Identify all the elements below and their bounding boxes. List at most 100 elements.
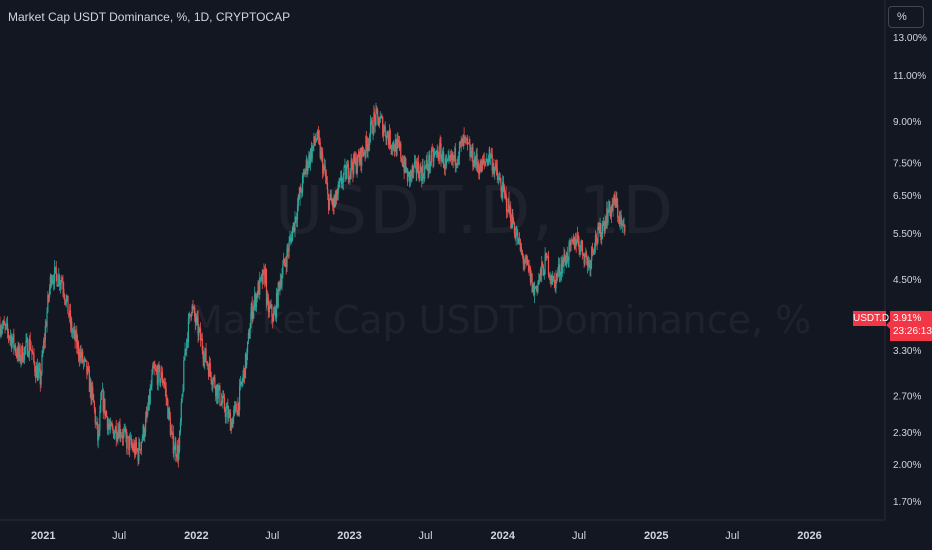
candle-body [309,154,311,165]
candle-body [60,280,62,284]
candle-body [168,408,170,419]
candle-body [444,158,446,169]
candle-body [68,313,70,317]
candle-body [13,333,15,348]
candle-body [51,280,53,284]
candle-body [588,260,590,265]
candle-body [215,384,218,397]
time-tick-label: 2026 [797,530,821,542]
candle-body [289,237,291,242]
candle-body [149,388,151,404]
candle-body [476,154,478,165]
candle-body [494,168,496,174]
candle-body [531,274,533,293]
candle-body [428,155,430,171]
candle-body [71,321,73,334]
candle-body [88,370,90,392]
candle-body [571,240,573,241]
candle-body [561,260,563,274]
candle-body [52,280,54,282]
candle-body [567,260,569,262]
candle-body [505,196,508,212]
candle-body [265,269,268,304]
candle-body [404,158,406,172]
candle-body [172,433,174,454]
candle-body [358,157,360,163]
candle-body [420,165,422,171]
candle-body [446,159,448,162]
candle-body [47,295,49,312]
candle-body [334,200,336,207]
candle-body [293,222,295,231]
candle-body [524,262,526,264]
candle-body [539,274,541,281]
candle-body [71,332,74,334]
candle-body [523,263,525,265]
candle-body [263,270,265,271]
candle-body [57,285,59,287]
candle-body [154,368,156,370]
candle-body [290,237,292,239]
candle-body [405,158,407,172]
candle-body [129,438,132,440]
candle-body [54,266,56,268]
candle-body [6,323,9,332]
candle-body [305,167,307,175]
candle-body [314,141,317,143]
candle-body [36,365,38,381]
candle-body [621,224,623,226]
candle-body [259,277,262,279]
candle-body [419,165,421,181]
candle-body [549,275,551,277]
candle-body [498,177,500,179]
candle-body [224,410,226,418]
candle-body [415,160,417,174]
candle-body [53,267,56,285]
candle-body [199,328,201,330]
candle-body [483,159,485,162]
candle-body [485,161,487,163]
candle-body [384,126,386,136]
candle-body [565,260,567,266]
percent-scale-button[interactable]: % [888,6,924,28]
price-axis: 13.00% 11.00% 9.00% 7.50% 6.50% 5.50% 4.50% 3.3… [893,33,927,508]
candle-body [586,253,588,258]
candle-body [521,249,523,253]
candle-body [292,222,294,230]
candle-body [171,430,173,433]
watermark-symbol: USDT.D, 1D [275,172,676,249]
candle-body [512,213,514,223]
candle-body [0,330,2,335]
candle-body [87,367,90,371]
candle-body [307,165,309,171]
candle-body [437,150,439,159]
candle-body [48,295,50,298]
candle-body [452,155,454,161]
candle-body [576,234,579,242]
candle-body [397,139,399,141]
candle-body [609,209,612,217]
candle-body [349,171,351,179]
candle-body [299,187,301,199]
price-tick-label: 9.00% [893,117,921,128]
candle-body [297,195,299,206]
candle-body [466,137,468,139]
candle-body [403,162,405,172]
candle-body [486,159,488,162]
candle-body [505,193,507,197]
candle-body [246,353,248,365]
candle-body [356,154,359,168]
candle-body [322,154,324,174]
candle-body [35,365,38,378]
candle-body [388,130,391,145]
candle-body [377,116,380,126]
candle-body [155,368,157,370]
candle-body [258,282,260,295]
candle-body [220,400,223,405]
candle-body [257,282,259,298]
candle-body [479,170,481,175]
candle-body [600,223,602,240]
candle-body [467,142,469,144]
candle-body [201,338,203,350]
